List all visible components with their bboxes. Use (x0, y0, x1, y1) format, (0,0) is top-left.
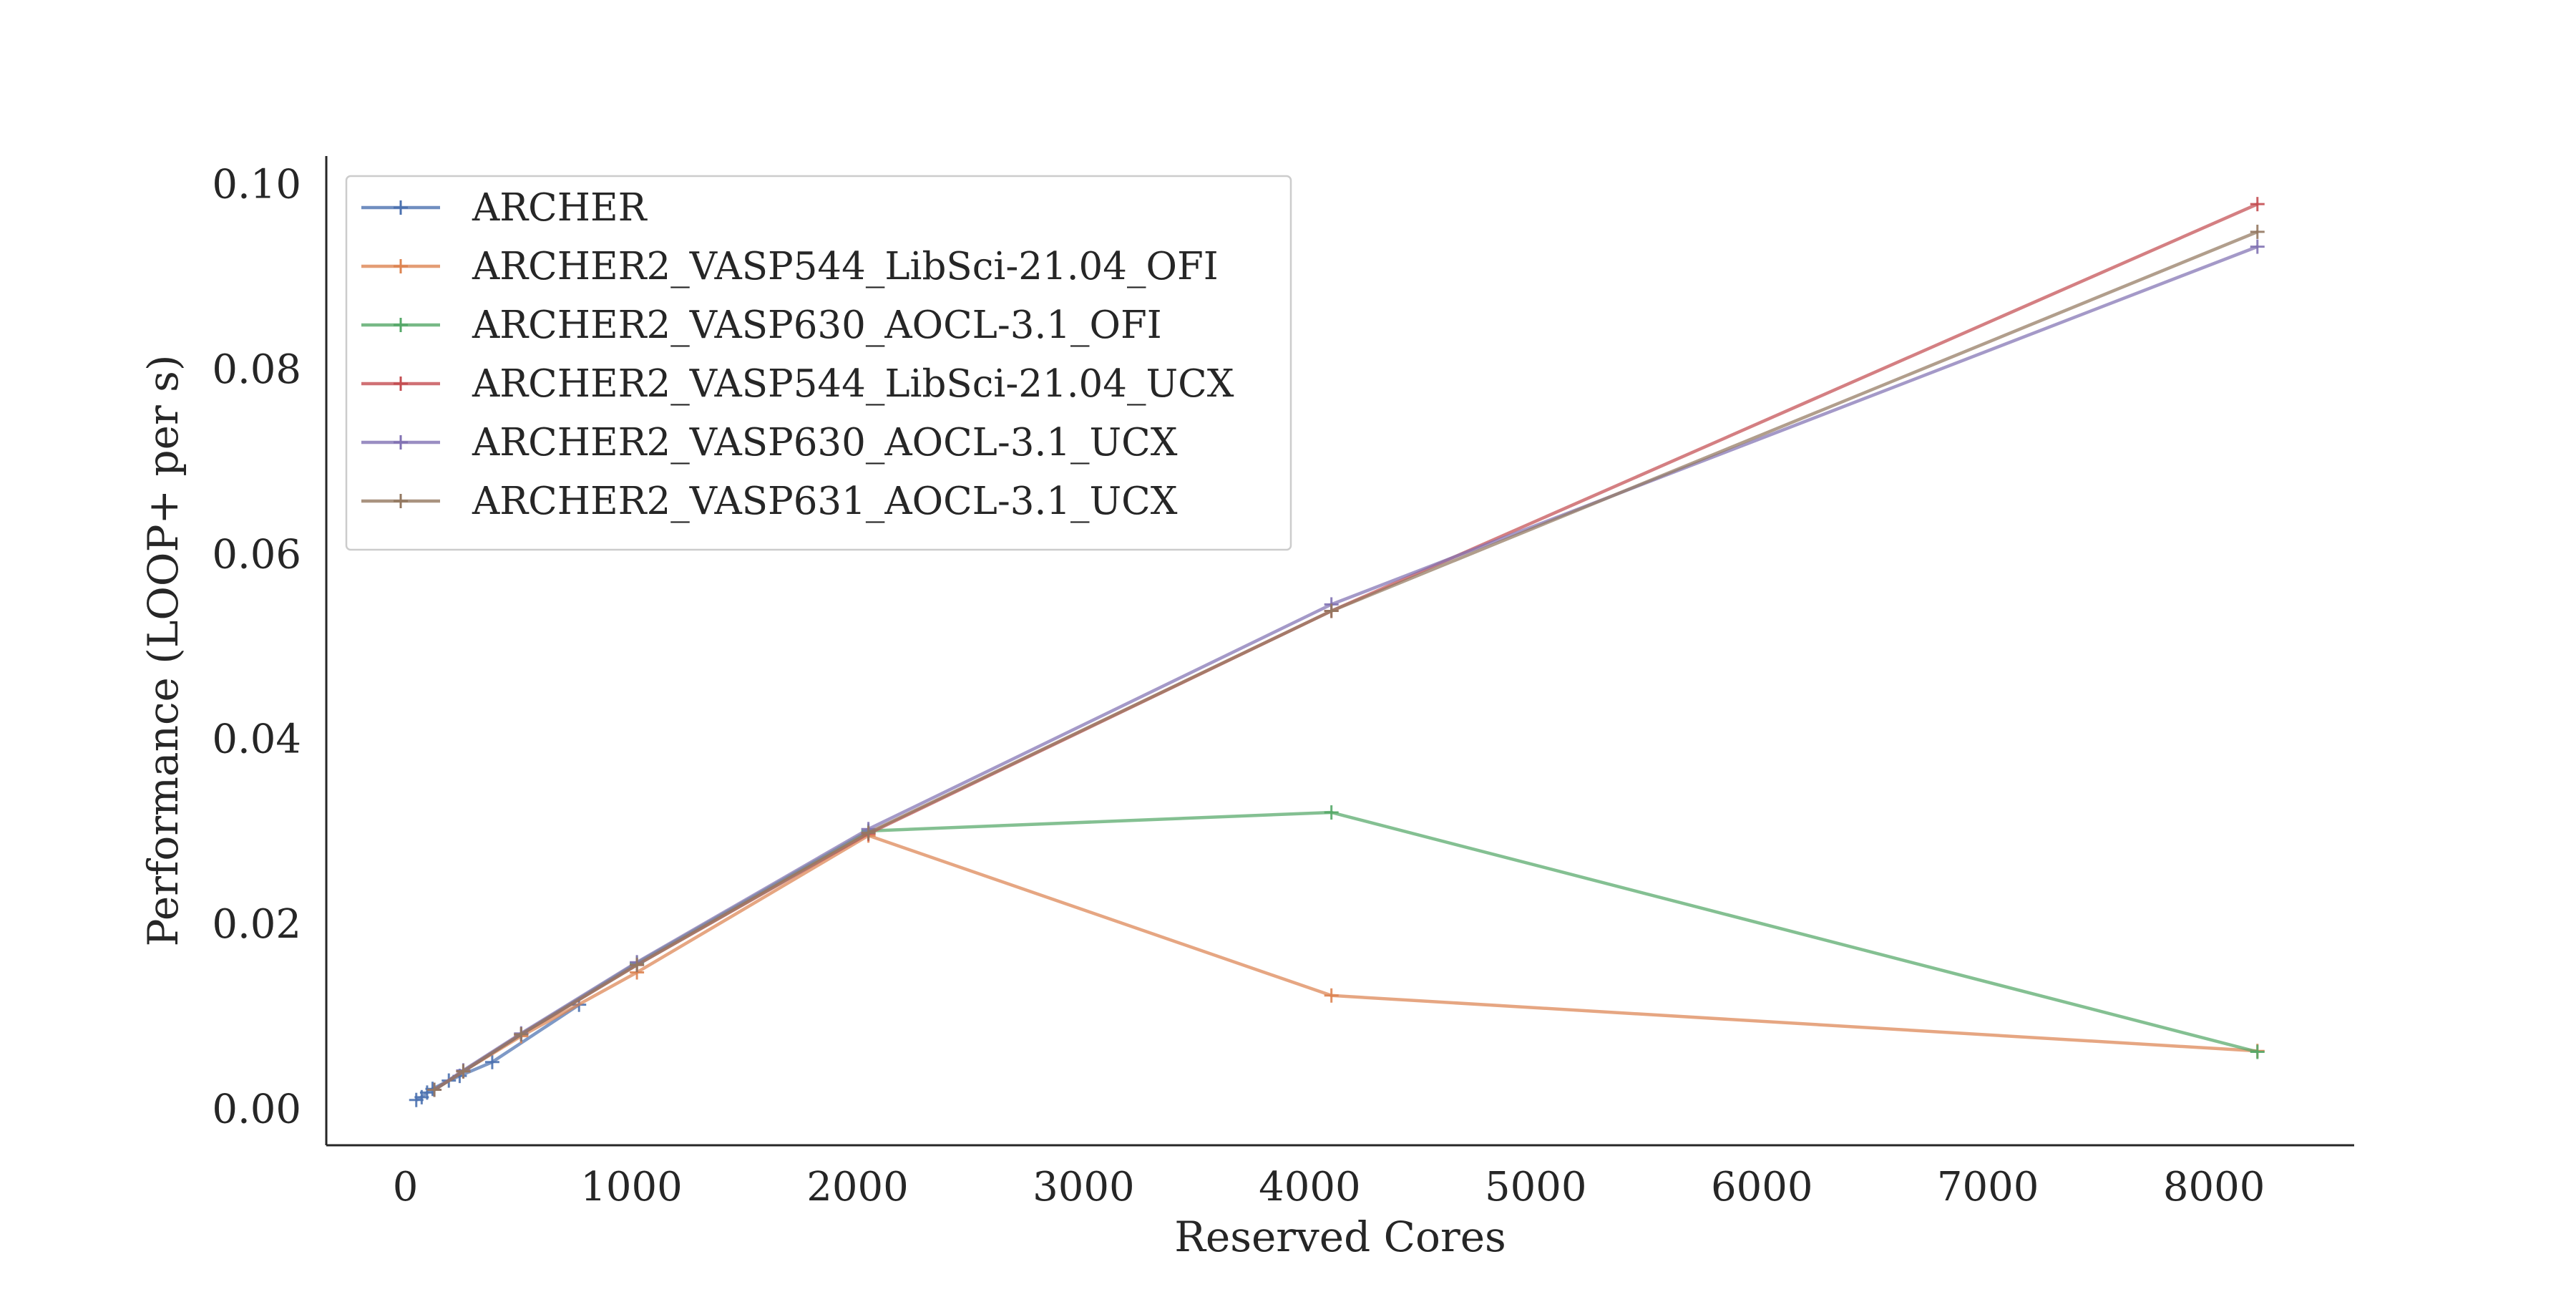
y-tick-label: 0.04 (212, 717, 301, 763)
x-tick-label: 8000 (2163, 1164, 2265, 1210)
data-point (514, 1027, 529, 1042)
data-point (861, 825, 876, 840)
legend-item: ARCHER2_VASP630_AOCL-3.1_UCX (361, 421, 1178, 465)
series-line (433, 834, 2258, 1092)
data-point (2250, 224, 2265, 239)
axes: 0 1000 2000 3000 4000 5000 6000 7000 8000 0.00 0.0… (212, 156, 2354, 1210)
legend-item: ARCHER2_VASP631_AOCL-3.1_UCX (361, 480, 1178, 523)
x-axis-label: Reserved Cores (1174, 1213, 1506, 1261)
data-point (484, 1054, 499, 1069)
legend-label: ARCHER2_VASP630_AOCL-3.1_OFI (472, 303, 1162, 347)
y-axis-label: Performance (LOOP+ per s) (139, 354, 187, 946)
plot-area (409, 197, 2265, 1107)
data-point (2250, 239, 2265, 254)
data-point (2250, 1044, 2265, 1059)
y-tick-label: 0.02 (212, 901, 301, 948)
data-point (456, 1064, 471, 1079)
legend-item: ARCHER2_VASP544_LibSci-21.04_UCX (361, 362, 1234, 406)
y-tick-label: 0.10 (212, 162, 301, 208)
legend-label: ARCHER2_VASP544_LibSci-21.04_UCX (472, 362, 1234, 406)
series-3 (427, 805, 2265, 1097)
legend-item: ARCHER (361, 186, 648, 230)
data-point (427, 1082, 442, 1097)
x-tick-label: 0 (393, 1164, 419, 1210)
legend-item: ARCHER2_VASP630_AOCL-3.1_OFI (361, 303, 1162, 347)
data-point (1324, 603, 1339, 618)
data-point (1324, 805, 1339, 820)
legend-label: ARCHER (472, 186, 648, 230)
y-tick-label: 0.00 (212, 1086, 301, 1132)
legend-label: ARCHER2_VASP544_LibSci-21.04_OFI (472, 245, 1219, 288)
x-tick-label: 5000 (1485, 1164, 1587, 1210)
x-tick-label: 4000 (1259, 1164, 1361, 1210)
x-tick-label: 6000 (1711, 1164, 1813, 1210)
legend-label: ARCHER2_VASP631_AOCL-3.1_UCX (472, 480, 1178, 523)
series-line (433, 810, 2258, 1092)
series-6 (427, 224, 2265, 1097)
legend-box (345, 175, 1292, 551)
x-tick-label: 2000 (806, 1164, 909, 1210)
x-tick-label: 3000 (1033, 1164, 1135, 1210)
data-point (2250, 197, 2265, 212)
data-point (1324, 988, 1339, 1003)
series-2 (427, 828, 2265, 1097)
legend-item: ARCHER2_VASP544_LibSci-21.04_OFI (361, 245, 1219, 288)
data-point (630, 958, 645, 973)
legend: ARCHER ARCHER2_VASP544_LibSci-21.04_OFI AR… (345, 175, 1292, 551)
legend-label: ARCHER2_VASP630_AOCL-3.1_UCX (472, 421, 1178, 465)
x-tick-label: 1000 (580, 1164, 683, 1210)
y-tick-label: 0.08 (212, 346, 301, 393)
y-tick-label: 0.06 (212, 531, 301, 578)
x-tick-label: 7000 (1937, 1164, 2039, 1210)
